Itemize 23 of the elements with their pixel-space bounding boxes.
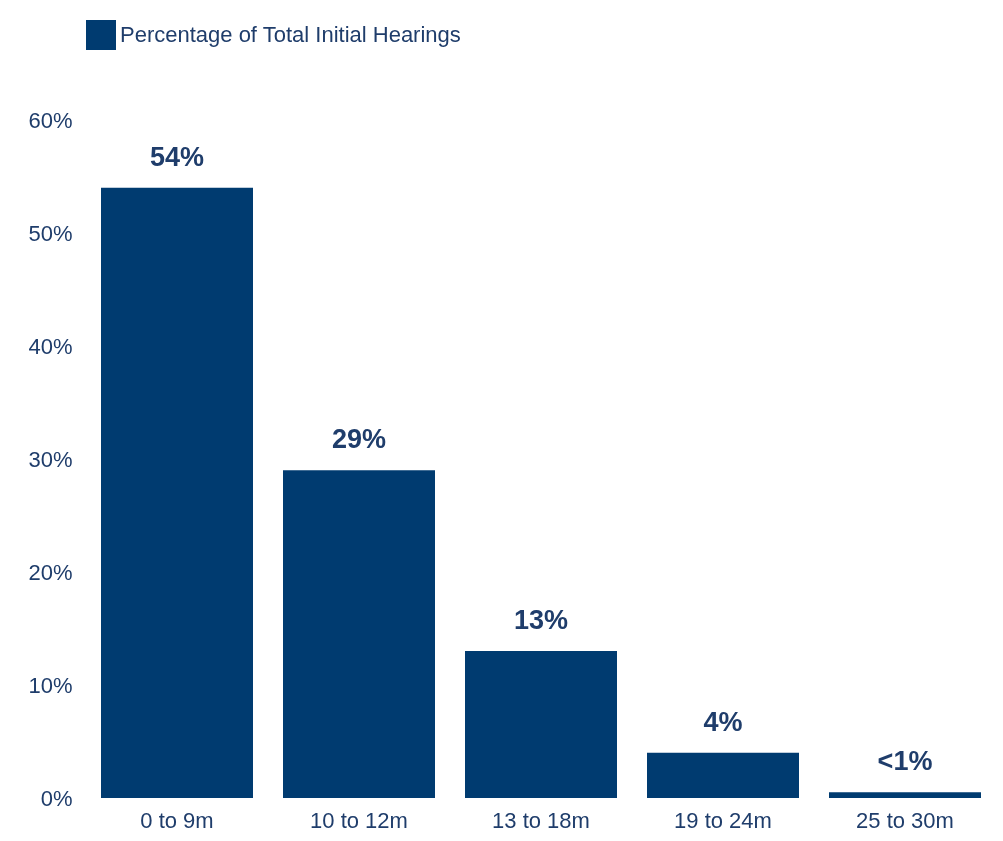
bar <box>101 187 253 798</box>
text: 54% <box>149 141 205 172</box>
text: 29% <box>331 424 387 455</box>
y-tick-label: 10% <box>28 672 73 698</box>
y-tick-label: 0% <box>40 785 73 811</box>
y-tick-label: 50% <box>28 220 73 246</box>
y-tick-label: 60% <box>28 107 73 133</box>
bar <box>829 792 981 798</box>
x-tick-label: 0 to 9m <box>140 807 214 833</box>
x-tick-label: 13 to 18m <box>492 807 590 833</box>
text: 13% <box>513 605 569 636</box>
bar <box>283 470 435 798</box>
text: <1% <box>877 746 933 777</box>
text: 4% <box>703 706 743 737</box>
y-tick-label: 30% <box>28 446 73 472</box>
bar <box>465 651 617 798</box>
legend-label: Percentage of Total Initial Hearings <box>120 22 461 47</box>
x-tick-label: 19 to 24m <box>674 807 772 833</box>
bar <box>647 752 799 798</box>
y-tick-label: 40% <box>28 333 73 359</box>
x-tick-label: 10 to 12m <box>310 807 408 833</box>
y-tick-label: 20% <box>28 559 73 585</box>
x-tick-label: 25 to 30m <box>856 807 954 833</box>
